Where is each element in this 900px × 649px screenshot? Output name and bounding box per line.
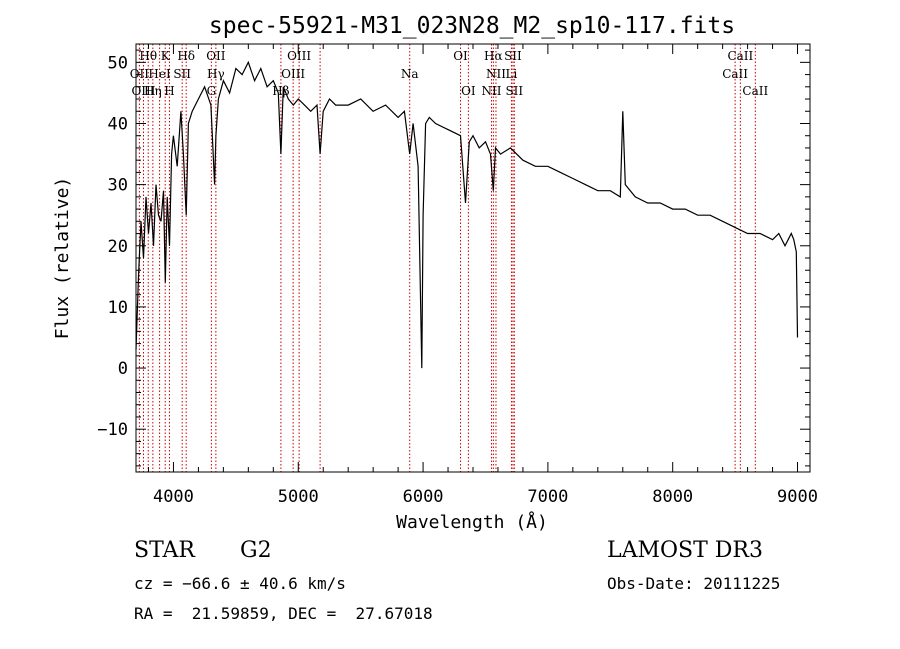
y-tick-label-6: 50 <box>108 53 128 73</box>
line-label-11: OII <box>130 67 150 81</box>
line-label-1: K <box>161 49 171 63</box>
observation-date: Obs-Date: 20111225 <box>607 574 781 593</box>
x-tick-label-2: 6000 <box>403 487 444 507</box>
line-label-10: CaII <box>742 84 768 98</box>
x-tick-label-4: 8000 <box>652 487 693 507</box>
line-label-13: SII <box>173 67 191 81</box>
line-label-24: OI <box>461 84 476 98</box>
line-label-26: SII <box>505 84 523 98</box>
x-axis-ticks: 4000 5000 6000 7000 8000 9000 <box>147 44 818 507</box>
y-tick-label-4: 30 <box>108 176 128 196</box>
line-label-3: OII <box>206 49 226 63</box>
plot-frame <box>135 43 811 473</box>
y-axis-ticks: −10 0 10 20 30 40 50 <box>97 49 810 467</box>
line-label-17: NII <box>486 67 506 81</box>
x-tick-label-1: 5000 <box>278 487 319 507</box>
x-tick-label-0: 4000 <box>153 487 194 507</box>
line-label-4: OIII <box>287 49 311 63</box>
y-axis-label: Flux (relative) <box>52 177 73 340</box>
object-class: STAR <box>134 538 195 563</box>
y-tick-label-2: 10 <box>108 298 128 318</box>
y-tick-label-0: −10 <box>97 420 128 440</box>
line-label-15: OIII <box>281 67 305 81</box>
line-label-22: G <box>207 84 217 98</box>
y-tick-label-1: 0 <box>118 359 128 379</box>
line-label-7: SII <box>504 49 522 63</box>
x-tick-label-5: 9000 <box>777 487 818 507</box>
emission-line-markers <box>138 44 756 472</box>
x-tick-label-3: 7000 <box>527 487 568 507</box>
line-label-2: Hδ <box>177 49 195 63</box>
line-label-25: NII <box>481 84 501 98</box>
y-tick-label-3: 20 <box>108 237 128 257</box>
line-label-12: HeI <box>148 67 171 81</box>
spectrum-line <box>135 60 799 369</box>
line-label-21: H <box>164 84 174 98</box>
line-label-8: CaII <box>727 49 753 63</box>
line-label-18: Li <box>506 67 518 81</box>
y-tick-label-5: 40 <box>108 114 128 134</box>
line-label-19: OIII <box>131 84 155 98</box>
line-label-20: Hη <box>144 84 162 98</box>
line-label-9: CaII <box>722 67 748 81</box>
line-label-14: Hγ <box>207 67 225 81</box>
sky-coordinates: RA = 21.59859, DEC = 27.67018 <box>134 604 433 623</box>
line-label-6: Hα <box>484 49 503 63</box>
line-label-0: Hθ <box>139 49 157 63</box>
x-axis-label: Wavelength (Å) <box>396 511 548 533</box>
survey-name: LAMOST DR3 <box>607 538 763 563</box>
redshift-velocity: cz = −66.6 ± 40.6 km/s <box>134 574 346 593</box>
line-label-5: OI <box>453 49 468 63</box>
object-subclass: G2 <box>240 538 272 563</box>
chart-title: spec-55921-M31_023N28_M2_sp10-117.fits <box>209 13 735 39</box>
line-label-16: Na <box>401 67 419 81</box>
